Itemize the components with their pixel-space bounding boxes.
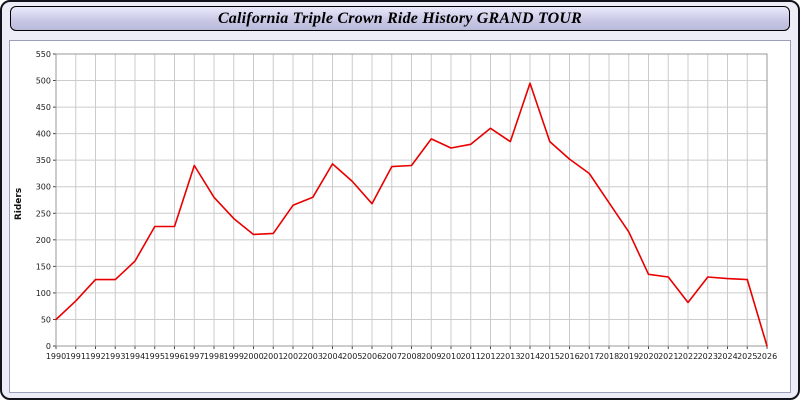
x-tick-label: 2012 [480, 352, 500, 361]
y-tick-label: 500 [36, 77, 51, 86]
x-tick-label: 1993 [105, 352, 125, 361]
y-tick-label: 100 [36, 289, 51, 298]
x-tick-label: 2004 [322, 352, 342, 361]
y-tick-label: 0 [46, 342, 51, 351]
x-tick-label: 2007 [382, 352, 402, 361]
x-tick-label: 1994 [125, 352, 145, 361]
x-tick-label: 1991 [66, 352, 86, 361]
x-tick-label: 2019 [619, 352, 639, 361]
chart-generated: 1990 1991 1992 1993 1994 1995 1996 1997 1998 1999… [36, 50, 777, 361]
x-tick-label: 2017 [579, 352, 599, 361]
x-tick-label: 2009 [421, 352, 441, 361]
y-tick-label: 550 [36, 50, 51, 59]
y-axis-title: Riders [14, 188, 24, 220]
chart-panel: 1990 1991 1992 1993 1994 1995 1996 1997 1998 1999… [9, 40, 791, 393]
x-tick-label: 2001 [263, 352, 283, 361]
chart-canvas: 1990 1991 1992 1993 1994 1995 1996 1997 1998 1999… [14, 50, 777, 361]
y-tick-label: 450 [36, 103, 51, 112]
y-tick-label: 200 [36, 236, 51, 245]
series-line [55, 82, 768, 347]
x-tick-label: 2021 [658, 352, 678, 361]
y-tick-label: 250 [36, 209, 51, 218]
x-tick-label: 1996 [164, 352, 184, 361]
x-tick-label: 2026 [757, 352, 777, 361]
x-tick-label: 2010 [441, 352, 461, 361]
x-tick-label: 2016 [559, 352, 579, 361]
x-tick-label: 2020 [638, 352, 658, 361]
chart-title-bar: California Triple Crown Ride History GRA… [10, 6, 790, 31]
x-tick-label: 2011 [461, 352, 481, 361]
x-tick-label: 1992 [85, 352, 105, 361]
x-tick-label: 2018 [599, 352, 619, 361]
x-tick-label: 2025 [737, 352, 757, 361]
x-tick-label: 2008 [401, 352, 421, 361]
y-tick-label: 50 [41, 315, 51, 324]
x-tick-label: 1995 [145, 352, 165, 361]
x-tick-label: 2015 [540, 352, 560, 361]
x-tick-label: 2005 [342, 352, 362, 361]
x-tick-label: 2023 [698, 352, 718, 361]
y-tick-label: 150 [36, 262, 51, 271]
x-tick-label: 2000 [243, 352, 263, 361]
y-tick-label: 350 [36, 156, 51, 165]
x-tick-label: 1999 [224, 352, 244, 361]
x-tick-label: 1998 [204, 352, 224, 361]
x-tick-label: 2024 [717, 352, 737, 361]
y-tick-label: 400 [36, 130, 51, 139]
y-tick-label: 300 [36, 183, 51, 192]
x-tick-label: 2014 [520, 352, 540, 361]
plot-border [55, 53, 768, 347]
x-tick-label: 2003 [303, 352, 323, 361]
x-tick-label: 1997 [184, 352, 204, 361]
x-tick-label: 2013 [500, 352, 520, 361]
x-tick-label: 1990 [46, 352, 66, 361]
x-tick-label: 2006 [362, 352, 382, 361]
x-tick-label: 2022 [678, 352, 698, 361]
x-tick-label: 2002 [283, 352, 303, 361]
